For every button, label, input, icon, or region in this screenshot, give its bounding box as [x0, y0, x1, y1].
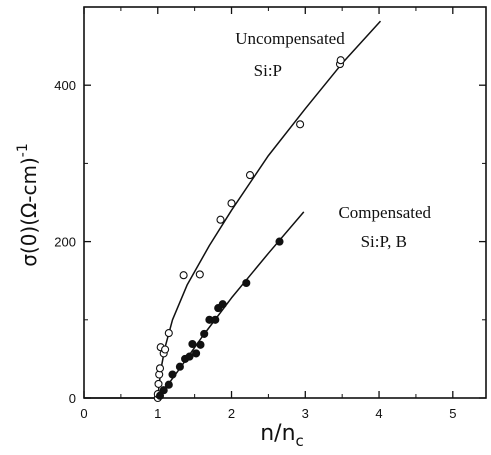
x-axis-title-main: n/n — [260, 421, 295, 446]
data-points — [153, 56, 345, 403]
y-axis-title-main: σ(0)(Ω-cm) — [17, 157, 41, 267]
compensated-point — [211, 315, 220, 324]
x-tick-label: 5 — [449, 406, 456, 421]
uncompensated-point — [336, 56, 345, 65]
y-tick-label: 200 — [54, 235, 76, 250]
uncompensated-point — [227, 199, 236, 208]
x-tick-label: 4 — [375, 406, 382, 421]
uncompensated-point — [179, 271, 188, 280]
compensated-point — [168, 370, 177, 379]
compensated-point — [196, 340, 205, 349]
annotation-label: Si:P — [254, 61, 282, 80]
compensated-point — [185, 352, 194, 361]
y-tick-label: 400 — [54, 78, 76, 93]
plot-frame — [83, 6, 487, 399]
x-tick-label: 1 — [154, 406, 161, 421]
uncompensated-point — [154, 379, 163, 388]
fit-lines — [84, 20, 382, 399]
annotations: Uncompensated Si:P Compensated Si:P, B — [235, 29, 431, 251]
y-tick-label: 0 — [69, 391, 76, 406]
uncompensated-point — [245, 171, 255, 180]
compensated-point — [218, 300, 227, 309]
x-tick-label: 0 — [80, 406, 87, 421]
compensated-point — [159, 386, 168, 395]
uncompensated-point — [296, 120, 305, 129]
compensated-point — [188, 339, 197, 349]
x-tick-label: 2 — [228, 406, 235, 421]
uncompensated-point — [164, 329, 173, 338]
compensated-point — [192, 349, 201, 358]
x-axis-title: n/nc — [260, 421, 304, 450]
y-axis-title-sup: -1 — [15, 143, 31, 157]
uncompensated-point — [155, 364, 165, 373]
annotation-label: Uncompensated — [235, 29, 345, 48]
annotation-label: Si:P, B — [361, 232, 407, 251]
x-tick-label: 3 — [302, 406, 309, 421]
y-axis-title: σ(0)(Ω-cm)-1 — [15, 143, 41, 267]
annotation-label: Compensated — [338, 203, 431, 222]
compensated-point — [155, 391, 165, 400]
x-axis-title-sub: c — [296, 432, 304, 450]
uncompensated-point — [161, 345, 170, 354]
axis-ticks: 0 1 2 3 4 5 0 200 400 — [54, 7, 486, 421]
compensated-point — [175, 362, 184, 371]
uncompensated-fit-line — [84, 20, 382, 399]
uncompensated-point — [195, 270, 204, 279]
uncompensated-point — [216, 215, 225, 224]
compensated-point — [164, 380, 173, 389]
compensated-point — [200, 329, 209, 338]
compensated-point — [242, 278, 251, 288]
compensated-point — [275, 237, 284, 246]
